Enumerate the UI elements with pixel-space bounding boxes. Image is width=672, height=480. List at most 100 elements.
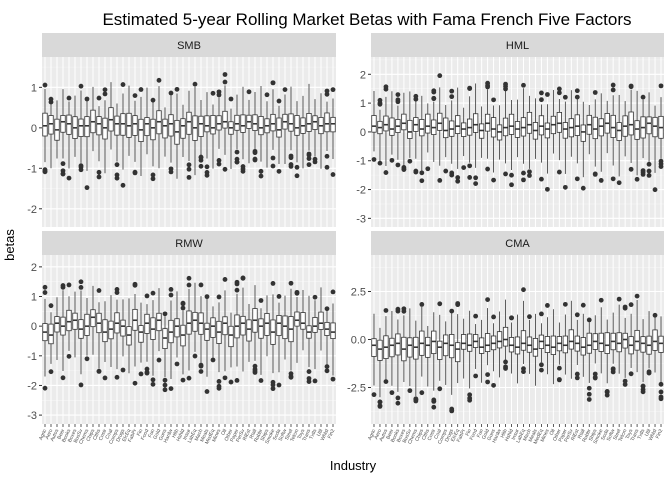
outlier-point bbox=[132, 281, 138, 287]
x-tick-label-paper: Paper bbox=[558, 428, 569, 443]
x-tick-label-clths: Clths bbox=[421, 428, 431, 441]
x-tick-label-hshld: Hshld bbox=[504, 428, 515, 442]
outlier-point bbox=[312, 378, 318, 384]
outlier-point bbox=[42, 284, 48, 290]
outlier-point bbox=[539, 362, 544, 368]
outlier-point bbox=[503, 171, 508, 177]
box-comps bbox=[443, 105, 449, 174]
outlier-point bbox=[252, 363, 258, 369]
x-tick-label-trans: Trans bbox=[302, 428, 313, 442]
outlier-point bbox=[216, 294, 222, 300]
box-body bbox=[437, 340, 443, 360]
box-body bbox=[258, 116, 264, 136]
box-body bbox=[473, 113, 479, 133]
outlier-point bbox=[449, 308, 455, 314]
y-tick-label: -3 bbox=[27, 410, 37, 422]
outlier-point bbox=[616, 180, 622, 186]
box-body bbox=[425, 336, 431, 358]
box-hardw bbox=[496, 311, 503, 378]
outlier-point bbox=[562, 301, 568, 307]
box-paper bbox=[234, 94, 240, 165]
box-soda bbox=[276, 294, 282, 388]
box-hshld bbox=[180, 104, 186, 157]
x-tick-label-soda: Soda bbox=[272, 428, 282, 441]
box-meals bbox=[204, 92, 210, 178]
x-tick-label-oil: Oil bbox=[220, 428, 228, 436]
box-steel bbox=[616, 94, 622, 186]
box-fin bbox=[467, 310, 473, 403]
box-chips bbox=[90, 285, 96, 355]
box-trans bbox=[306, 83, 312, 168]
box-body bbox=[108, 320, 114, 340]
outlier-point bbox=[42, 290, 48, 295]
outlier-point bbox=[491, 382, 496, 388]
box-cnstr bbox=[102, 301, 108, 381]
x-tick-label-rtail: Rtail bbox=[249, 428, 259, 440]
x-tick-label-hshld: Hshld bbox=[175, 428, 186, 442]
outlier-point bbox=[258, 298, 264, 303]
box-hardw bbox=[496, 105, 503, 160]
outlier-point bbox=[455, 175, 461, 180]
outlier-point bbox=[562, 184, 568, 190]
outlier-point bbox=[646, 161, 652, 167]
y-tick-label: -3 bbox=[356, 213, 366, 225]
box-persv bbox=[568, 300, 574, 379]
box-body bbox=[90, 309, 96, 328]
box-body bbox=[180, 118, 186, 139]
box-persv bbox=[240, 275, 246, 372]
box-comps bbox=[114, 103, 120, 181]
box-beer bbox=[389, 311, 395, 396]
outlier-point bbox=[132, 93, 138, 99]
outlier-point bbox=[658, 161, 664, 167]
box-mines bbox=[216, 294, 222, 391]
x-tick-label-whlsl: Whlsl bbox=[320, 428, 331, 442]
outlier-point bbox=[210, 357, 216, 363]
outlier-point bbox=[622, 378, 628, 384]
box-body bbox=[461, 334, 467, 350]
outlier-point bbox=[78, 279, 84, 285]
outlier-point bbox=[425, 166, 431, 172]
outlier-point bbox=[288, 155, 294, 161]
outlier-point bbox=[150, 97, 156, 103]
x-tick-label-steel: Steel bbox=[284, 428, 294, 441]
outlier-point bbox=[138, 371, 144, 377]
box-autos bbox=[54, 100, 60, 159]
box-whlsl bbox=[652, 105, 658, 193]
outlier-point bbox=[586, 385, 592, 391]
x-tick-label-hlth: Hlth bbox=[171, 428, 180, 439]
outlier-point bbox=[204, 389, 210, 394]
outlier-point bbox=[622, 382, 628, 387]
outlier-point bbox=[491, 177, 496, 183]
outlier-point bbox=[556, 90, 562, 96]
box-ships bbox=[264, 295, 270, 357]
outlier-point bbox=[592, 90, 598, 95]
box-softw bbox=[610, 312, 616, 375]
box-body bbox=[264, 313, 270, 336]
box-gold bbox=[156, 77, 162, 169]
box-body bbox=[407, 119, 413, 139]
box-rubbr bbox=[586, 317, 592, 402]
box-body bbox=[138, 325, 144, 343]
outlier-point bbox=[144, 293, 150, 299]
box-bussv bbox=[407, 91, 413, 164]
box-body bbox=[419, 119, 425, 137]
box-body bbox=[526, 111, 533, 134]
x-tick-label-boxes: Boxes bbox=[396, 428, 408, 444]
box-body bbox=[556, 112, 562, 133]
box-coal bbox=[108, 82, 114, 150]
box-aero bbox=[377, 97, 383, 166]
outlier-point bbox=[580, 302, 586, 308]
outlier-point bbox=[162, 382, 168, 388]
box-agric bbox=[371, 91, 377, 162]
outlier-point bbox=[377, 160, 383, 166]
x-tick-label-txtls: Txtls bbox=[308, 428, 318, 441]
outlier-point bbox=[634, 176, 640, 182]
y-tick-label: 0.0 bbox=[351, 335, 366, 347]
box-body bbox=[114, 115, 120, 136]
outlier-point bbox=[539, 90, 544, 96]
box-body bbox=[604, 332, 610, 354]
box-body bbox=[652, 329, 658, 351]
outlier-point bbox=[270, 80, 276, 86]
box-hardw bbox=[168, 286, 174, 392]
box-body bbox=[78, 118, 84, 137]
